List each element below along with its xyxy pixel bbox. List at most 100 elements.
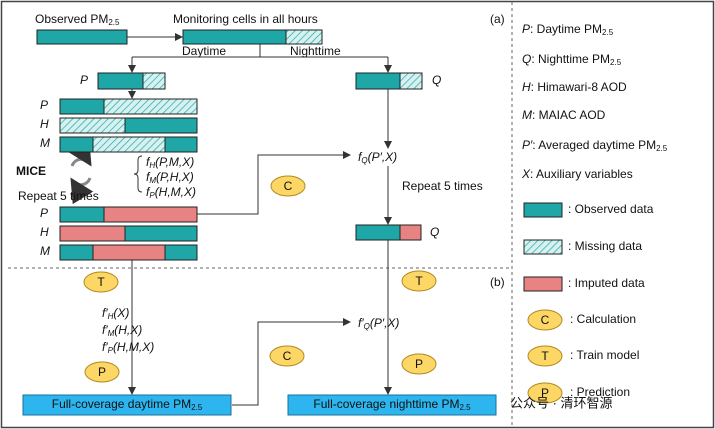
legend-entry: : Observed data bbox=[568, 202, 654, 216]
variable-label: H bbox=[40, 117, 49, 131]
legend-entry: : Train model bbox=[570, 348, 639, 362]
legend-entry: : Missing data bbox=[568, 239, 642, 253]
variable-label: M bbox=[40, 244, 50, 258]
legend-entry-sub: 2.5 bbox=[656, 144, 668, 153]
data-bars bbox=[22, 29, 563, 416]
function-label-args: (H,M,X) bbox=[155, 185, 196, 199]
observed-label-label: Observed PM bbox=[35, 12, 108, 26]
output-label-label: Full-coverage daytime PM bbox=[52, 397, 191, 411]
badge bbox=[269, 345, 305, 367]
legend-badge bbox=[527, 309, 563, 331]
mice-label: MICE bbox=[16, 164, 46, 178]
output-label-label: Full-coverage nighttime PM bbox=[313, 397, 459, 411]
function-label-sub: H bbox=[108, 312, 114, 321]
function-label-name: f′ bbox=[102, 306, 108, 320]
function-label: f′H(X) bbox=[102, 306, 129, 320]
badge-label: P bbox=[415, 357, 423, 371]
legend-entry: : Calculation bbox=[570, 312, 636, 326]
variable-label: P bbox=[40, 206, 48, 220]
legend-badge-label: T bbox=[541, 349, 549, 363]
monitoring-label: Monitoring cells in all hours bbox=[173, 12, 318, 26]
function-label: fP(H,M,X) bbox=[146, 185, 196, 199]
function-label-args: (X) bbox=[113, 306, 129, 320]
output-label: Full-coverage nighttime PM2.5 bbox=[313, 397, 471, 411]
connectors bbox=[68, 33, 392, 406]
function-label-sub: P bbox=[149, 191, 155, 200]
legend-badge bbox=[527, 345, 563, 367]
function-label-sub: H bbox=[149, 161, 155, 170]
function-label: fH(P,M,X) bbox=[146, 155, 194, 169]
legend-entry-symbol: Q bbox=[522, 52, 531, 66]
repeat-label: Repeat 5 times bbox=[18, 189, 99, 203]
panel-label: (a) bbox=[490, 12, 505, 26]
function-label-args: (P′,X) bbox=[370, 316, 400, 330]
function-label-name: f bbox=[146, 185, 151, 199]
badge bbox=[401, 353, 437, 375]
function-label-name: f bbox=[146, 155, 151, 169]
function-label-sub: Q bbox=[364, 322, 370, 331]
legend-badge-label: C bbox=[541, 313, 550, 327]
legend-entry-label: : MAIAC AOD bbox=[532, 108, 606, 122]
function-label: f′P(H,M,X) bbox=[102, 340, 154, 354]
function-label-name: f′ bbox=[102, 323, 108, 337]
badge-label: T bbox=[97, 275, 105, 289]
watermark: 公众号 · 清环智源 bbox=[510, 395, 613, 410]
legend-entry: M: MAIAC AOD bbox=[522, 108, 606, 122]
function-label-name: f′ bbox=[358, 316, 364, 330]
output-label: Full-coverage daytime PM2.5 bbox=[52, 397, 203, 411]
legend-entry: : Imputed data bbox=[568, 276, 645, 290]
legend-entry-sub: 2.5 bbox=[610, 58, 622, 67]
function-label-args: (P,H,X) bbox=[156, 170, 194, 184]
legend-entry-symbol: M bbox=[522, 108, 532, 122]
function-label-sub: Q bbox=[361, 156, 367, 165]
function-label: f′M(H,X) bbox=[102, 323, 142, 337]
output-label-sub: 2.5 bbox=[459, 403, 471, 412]
variable-label: Q bbox=[432, 73, 441, 87]
legend-entry: P: Daytime PM2.5 bbox=[522, 22, 614, 36]
badge bbox=[84, 361, 120, 383]
legend-entry-symbol: P bbox=[522, 22, 530, 36]
legend-entry-label: : Nighttime PM bbox=[531, 52, 610, 66]
legend-entry-label: : Himawari-8 AOD bbox=[531, 80, 627, 94]
function-label-name: f bbox=[146, 170, 151, 184]
legend-entry-symbol: P′ bbox=[522, 138, 533, 152]
function-label-sub: P bbox=[108, 346, 114, 355]
badge-label: P bbox=[98, 365, 106, 379]
legend-entry: P′: Averaged daytime PM2.5 bbox=[522, 138, 668, 152]
function-label-name: f′ bbox=[102, 340, 108, 354]
legend-entry-label: : Daytime PM bbox=[530, 22, 602, 36]
badge-label: T bbox=[415, 274, 423, 288]
function-label: fM(P,H,X) bbox=[146, 170, 194, 184]
legend-badge bbox=[527, 382, 563, 404]
function-label-args: (P,M,X) bbox=[155, 155, 194, 169]
panel-label: (b) bbox=[490, 275, 505, 289]
output-label-sub: 2.5 bbox=[191, 403, 203, 412]
variable-label: P bbox=[80, 73, 88, 87]
legend-entry: X: Auxiliary variables bbox=[521, 167, 633, 181]
badge bbox=[270, 175, 306, 197]
function-label-args: (H,X) bbox=[114, 323, 142, 337]
repeat-label: Repeat 5 times bbox=[402, 179, 483, 193]
legend-entry-symbol: H bbox=[522, 80, 531, 94]
variable-label: Q bbox=[430, 225, 439, 239]
variable-label: M bbox=[40, 136, 50, 150]
badge bbox=[401, 270, 437, 292]
variable-label: P bbox=[40, 98, 48, 112]
function-label-sub: M bbox=[149, 176, 156, 185]
legend-entry-symbol: X bbox=[521, 167, 531, 181]
daytime-label: Daytime bbox=[182, 44, 226, 58]
function-label-args: (P′,X) bbox=[368, 150, 398, 164]
legend-entry: Q: Nighttime PM2.5 bbox=[522, 52, 622, 66]
legend-entry: H: Himawari-8 AOD bbox=[522, 80, 627, 94]
function-label: f′Q(P′,X) bbox=[358, 316, 399, 330]
legend-entry-sub: 2.5 bbox=[602, 28, 614, 37]
legend-entry: : Prediction bbox=[570, 385, 630, 399]
observed-label-sub: 2.5 bbox=[108, 18, 120, 27]
badge bbox=[83, 271, 119, 293]
function-label: fQ(P′,X) bbox=[358, 150, 397, 164]
badge-label: C bbox=[284, 179, 293, 193]
function-label-args: (H,M,X) bbox=[113, 340, 154, 354]
nighttime-label: Nighttime bbox=[290, 44, 341, 58]
variable-label: H bbox=[40, 225, 49, 239]
